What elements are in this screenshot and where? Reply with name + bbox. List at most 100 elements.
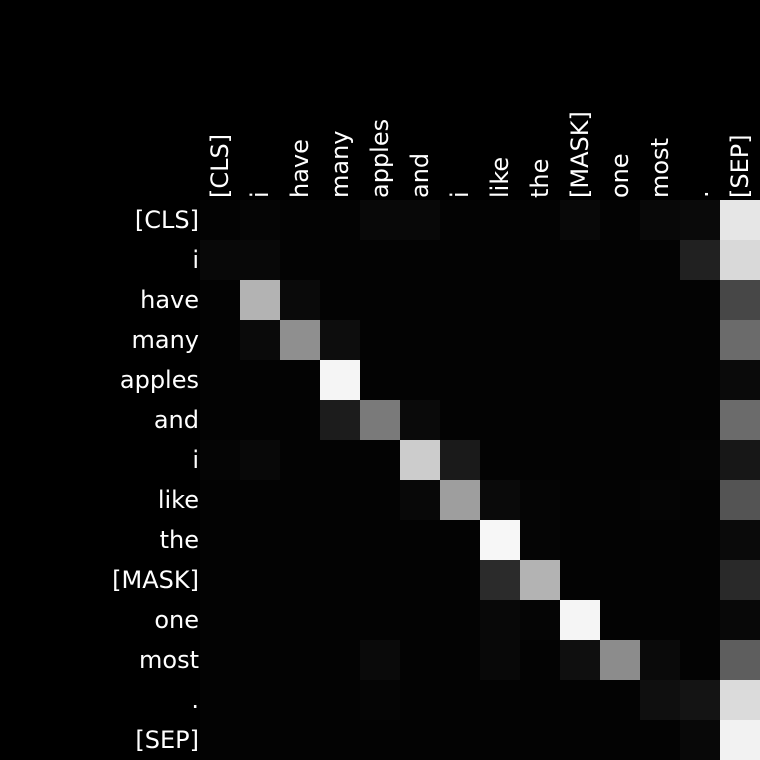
heatmap-cell-r3-c5 — [400, 320, 440, 360]
heatmap-cell-r9-c0 — [200, 560, 240, 600]
heatmap-cell-r9-c10 — [600, 560, 640, 600]
heatmap-cell-r10-c11 — [640, 600, 680, 640]
heatmap-cell-r5-c1 — [240, 400, 280, 440]
heatmap-cell-r5-c12 — [680, 400, 720, 440]
heatmap-cell-r11-c7 — [480, 640, 520, 680]
heatmap-cell-r7-c1 — [240, 480, 280, 520]
heatmap-cell-r0-c4 — [360, 200, 400, 240]
heatmap-cell-r6-c10 — [600, 440, 640, 480]
heatmap-cell-r12-c13 — [720, 680, 760, 720]
heatmap-cell-r13-c11 — [640, 720, 680, 760]
heatmap-cell-r8-c1 — [240, 520, 280, 560]
heatmap-cell-r2-c12 — [680, 280, 720, 320]
heatmap-cell-r8-c0 — [200, 520, 240, 560]
heatmap-cell-r10-c2 — [280, 600, 320, 640]
heatmap-cell-r10-c1 — [240, 600, 280, 640]
heatmap-cell-r6-c3 — [320, 440, 360, 480]
heatmap-cell-r4-c10 — [600, 360, 640, 400]
heatmap-cell-r9-c3 — [320, 560, 360, 600]
heatmap-cell-r5-c13 — [720, 400, 760, 440]
heatmap-cell-r7-c9 — [560, 480, 600, 520]
heatmap-cell-r2-c2 — [280, 280, 320, 320]
heatmap-cell-r9-c2 — [280, 560, 320, 600]
heatmap-cell-r13-c13 — [720, 720, 760, 760]
x-tick-label: the — [526, 159, 554, 198]
y-tick-label: i — [192, 246, 199, 274]
heatmap-cell-r7-c3 — [320, 480, 360, 520]
y-tick-label: [MASK] — [112, 566, 199, 594]
heatmap-cell-r13-c4 — [360, 720, 400, 760]
heatmap-cell-r2-c4 — [360, 280, 400, 320]
heatmap-cell-r5-c3 — [320, 400, 360, 440]
y-tick-label: apples — [120, 366, 199, 394]
heatmap-cell-r6-c12 — [680, 440, 720, 480]
heatmap-cell-r9-c12 — [680, 560, 720, 600]
heatmap-cell-r7-c5 — [400, 480, 440, 520]
y-tick-label: many — [132, 326, 200, 354]
y-tick-label: i — [192, 446, 199, 474]
heatmap-cell-r0-c1 — [240, 200, 280, 240]
heatmap-cell-r11-c9 — [560, 640, 600, 680]
heatmap-cell-r9-c5 — [400, 560, 440, 600]
heatmap-cell-r12-c2 — [280, 680, 320, 720]
heatmap-cell-r12-c8 — [520, 680, 560, 720]
heatmap-cell-r11-c12 — [680, 640, 720, 680]
heatmap-cell-r1-c13 — [720, 240, 760, 280]
heatmap-cell-r12-c7 — [480, 680, 520, 720]
heatmap-cell-r9-c9 — [560, 560, 600, 600]
heatmap-cell-r9-c7 — [480, 560, 520, 600]
heatmap-cell-r13-c3 — [320, 720, 360, 760]
heatmap-cell-r1-c4 — [360, 240, 400, 280]
heatmap-cell-r0-c13 — [720, 200, 760, 240]
heatmap-cell-r5-c9 — [560, 400, 600, 440]
heatmap-cell-r10-c5 — [400, 600, 440, 640]
heatmap-cell-r2-c8 — [520, 280, 560, 320]
x-tick-label: apples — [366, 119, 394, 198]
heatmap-cell-r6-c5 — [400, 440, 440, 480]
heatmap-cell-r4-c11 — [640, 360, 680, 400]
heatmap-cell-r7-c4 — [360, 480, 400, 520]
heatmap-cell-r7-c12 — [680, 480, 720, 520]
heatmap-cell-r0-c3 — [320, 200, 360, 240]
heatmap-cell-r1-c6 — [440, 240, 480, 280]
x-tick-label: [MASK] — [566, 111, 594, 198]
heatmap-cell-r1-c7 — [480, 240, 520, 280]
heatmap-cell-r11-c3 — [320, 640, 360, 680]
heatmap-cell-r3-c1 — [240, 320, 280, 360]
heatmap-cell-r4-c8 — [520, 360, 560, 400]
heatmap-cell-r11-c4 — [360, 640, 400, 680]
heatmap-cell-r0-c0 — [200, 200, 240, 240]
heatmap-cell-r4-c12 — [680, 360, 720, 400]
heatmap-cell-r1-c0 — [200, 240, 240, 280]
heatmap-cell-r6-c11 — [640, 440, 680, 480]
heatmap-cell-r6-c0 — [200, 440, 240, 480]
heatmap-cell-r11-c6 — [440, 640, 480, 680]
heatmap-cell-r0-c2 — [280, 200, 320, 240]
heatmap-cell-r6-c9 — [560, 440, 600, 480]
heatmap-cell-r6-c4 — [360, 440, 400, 480]
heatmap-cell-r13-c12 — [680, 720, 720, 760]
heatmap-cell-r7-c8 — [520, 480, 560, 520]
heatmap-cell-r2-c9 — [560, 280, 600, 320]
heatmap-cell-r6-c13 — [720, 440, 760, 480]
heatmap-cell-r6-c1 — [240, 440, 280, 480]
heatmap-cell-r4-c3 — [320, 360, 360, 400]
heatmap-cell-r3-c9 — [560, 320, 600, 360]
heatmap-cell-r8-c2 — [280, 520, 320, 560]
heatmap-cell-r7-c6 — [440, 480, 480, 520]
heatmap-cell-r9-c6 — [440, 560, 480, 600]
heatmap-cell-r1-c10 — [600, 240, 640, 280]
heatmap-cell-r10-c13 — [720, 600, 760, 640]
x-tick-label: have — [286, 139, 314, 198]
heatmap-cell-r11-c10 — [600, 640, 640, 680]
heatmap-cell-r12-c0 — [200, 680, 240, 720]
heatmap-cell-r2-c5 — [400, 280, 440, 320]
heatmap-cell-r8-c6 — [440, 520, 480, 560]
y-axis-labels: [CLS] i have many apples and i like the [MASK] one… — [112, 206, 199, 754]
y-tick-label: [CLS] — [135, 206, 199, 234]
heatmap-cell-r3-c3 — [320, 320, 360, 360]
heatmap-cell-r7-c11 — [640, 480, 680, 520]
heatmap-cell-r5-c7 — [480, 400, 520, 440]
heatmap-cell-r10-c9 — [560, 600, 600, 640]
heatmap-cell-r4-c2 — [280, 360, 320, 400]
